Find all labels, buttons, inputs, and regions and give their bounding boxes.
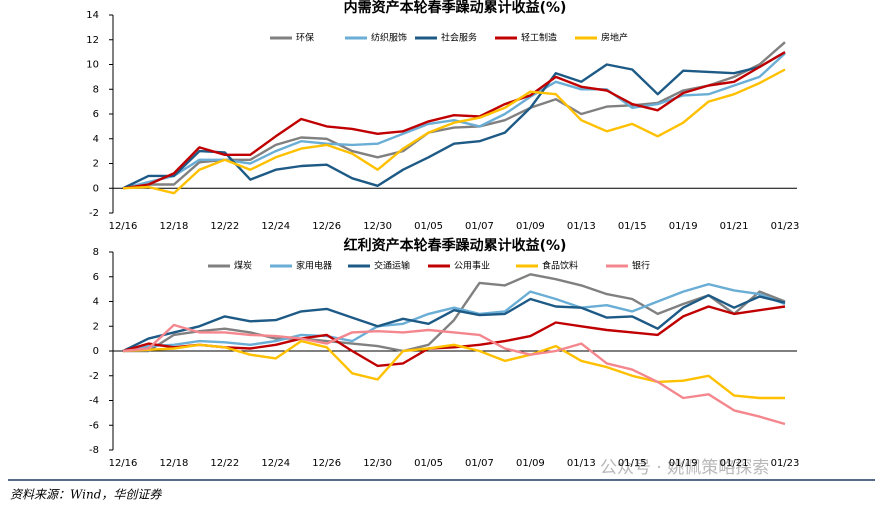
legend-label: 交通运输 xyxy=(374,260,410,272)
x-tick-label: 12/26 xyxy=(312,458,341,469)
series-line xyxy=(122,294,786,353)
x-tick-label: 01/23 xyxy=(771,221,800,232)
legend-label: 社会服务 xyxy=(441,32,477,44)
y-tick-label: 4 xyxy=(93,297,99,308)
series-line xyxy=(122,51,786,190)
chart-title: 红利资产本轮春季躁动累计收益(%) xyxy=(344,237,567,254)
legend-label: 家用电器 xyxy=(296,260,332,272)
y-tick-label: 2 xyxy=(93,159,99,170)
y-tick-label: 0 xyxy=(93,183,99,194)
x-tick-label: 12/24 xyxy=(261,221,290,232)
x-tick-label: 01/13 xyxy=(567,458,596,469)
watermark: 公众号 · 姚佩策略探索 xyxy=(600,458,769,478)
x-tick-label: 01/09 xyxy=(516,458,545,469)
legend-label: 纺织服饰 xyxy=(371,32,407,44)
y-tick-label: 14 xyxy=(86,10,99,21)
series-line xyxy=(122,323,786,426)
y-tick-label: -4 xyxy=(89,396,99,407)
x-tick-label: 01/23 xyxy=(771,458,800,469)
x-tick-label: 01/05 xyxy=(414,221,443,232)
x-tick-label: 12/24 xyxy=(261,458,290,469)
x-tick-label: 01/21 xyxy=(720,221,749,232)
x-tick-label: 01/21 xyxy=(720,458,749,469)
x-tick-label: 12/18 xyxy=(160,221,189,232)
legend-label: 环保 xyxy=(296,32,314,44)
series-line xyxy=(122,283,786,353)
y-tick-label: -6 xyxy=(89,420,99,431)
x-tick-label: 01/15 xyxy=(618,221,647,232)
y-tick-label: 6 xyxy=(93,109,99,120)
x-tick-label: 01/13 xyxy=(567,221,596,232)
x-tick-label: 01/05 xyxy=(414,458,443,469)
x-tick-label: 12/22 xyxy=(210,458,239,469)
legend-label: 食品饮料 xyxy=(542,260,578,272)
series-line xyxy=(122,305,786,368)
y-tick-label: 8 xyxy=(93,247,99,258)
x-tick-label: 01/07 xyxy=(465,458,494,469)
x-tick-label: 12/18 xyxy=(160,458,189,469)
x-tick-label: 01/07 xyxy=(465,221,494,232)
source: 资料来源：Wind，华创证券 xyxy=(10,488,162,502)
x-tick-label: 12/30 xyxy=(363,221,392,232)
series-line xyxy=(122,339,785,400)
x-tick-label: 01/19 xyxy=(669,221,698,232)
y-tick-label: 4 xyxy=(93,134,99,145)
y-tick-label: 2 xyxy=(93,321,99,332)
y-tick-label: 12 xyxy=(86,35,99,46)
y-tick-label: 0 xyxy=(93,346,99,357)
x-tick-label: 01/19 xyxy=(669,458,698,469)
x-tick-label: 12/26 xyxy=(312,221,341,232)
y-tick-label: 8 xyxy=(93,84,99,95)
x-tick-label: 12/16 xyxy=(109,221,138,232)
y-tick-label: 6 xyxy=(93,272,99,283)
legend-label: 公用事业 xyxy=(454,260,490,272)
x-tick-label: 01/09 xyxy=(516,221,545,232)
y-tick-label: -2 xyxy=(89,208,99,219)
y-tick-label: -8 xyxy=(89,445,99,456)
x-tick-label: 12/16 xyxy=(109,458,138,469)
x-tick-label: 12/22 xyxy=(210,221,239,232)
legend-label: 房地产 xyxy=(601,32,628,44)
y-tick-label: -2 xyxy=(89,371,99,382)
legend-label: 煤炭 xyxy=(234,260,252,272)
x-tick-label: 12/30 xyxy=(363,458,392,469)
x-tick-label: 01/15 xyxy=(618,458,647,469)
chart-title: 内需资产本轮春季躁动累计收益(%) xyxy=(344,0,567,16)
legend-label: 轻工制造 xyxy=(521,32,557,44)
series-line xyxy=(122,51,786,190)
legend-label: 银行 xyxy=(632,260,650,272)
series-line xyxy=(123,273,786,353)
y-tick-label: 10 xyxy=(86,60,99,71)
series-line xyxy=(122,68,786,195)
